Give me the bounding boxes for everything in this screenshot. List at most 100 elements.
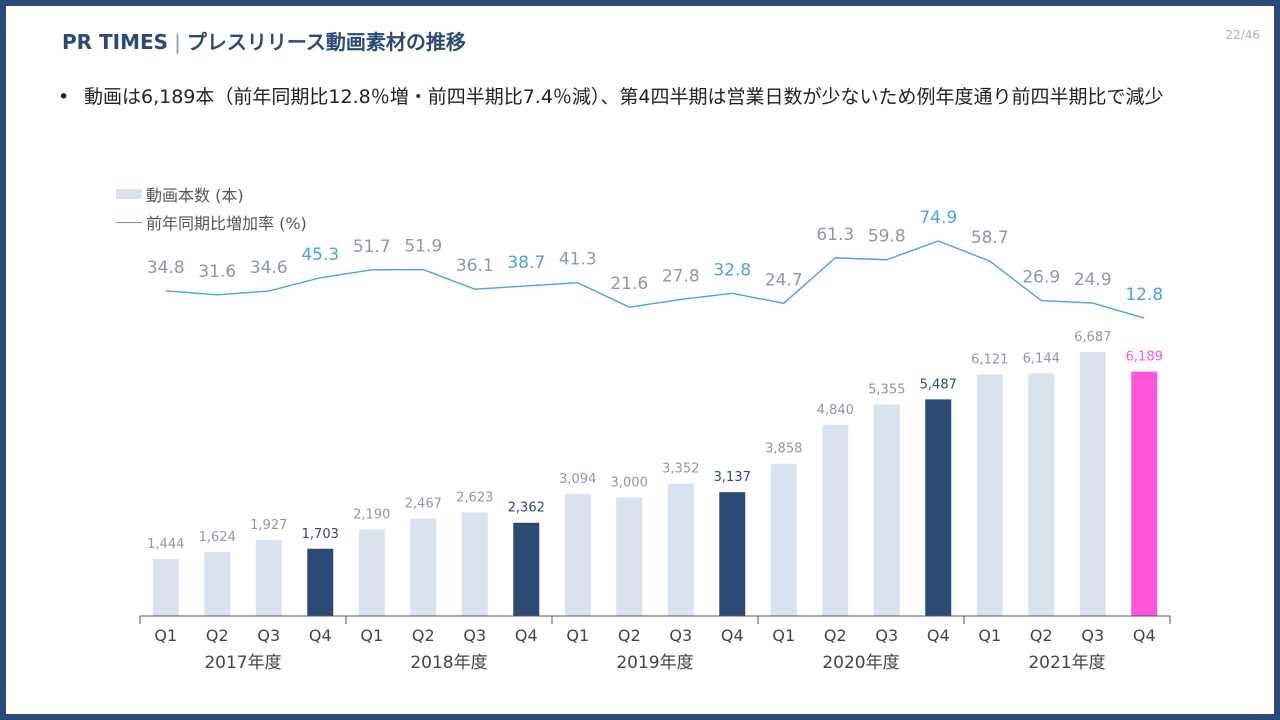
bullet-marker: •: [58, 86, 70, 108]
bar-value-label: 5,355: [868, 383, 905, 398]
x-tick-label: Q3: [463, 626, 486, 645]
growth-rate-line: [165, 240, 1145, 319]
rate-value-label: 41.3: [559, 250, 597, 270]
chart-legend: 動画本数 (本) 前年同期比増加率 (%): [116, 180, 307, 236]
rate-value-label: 38.7: [507, 253, 545, 273]
rate-value-label: 32.8: [713, 260, 751, 280]
bar-value-label: 3,000: [611, 476, 648, 491]
combo-chart: 1,444 1,624 1,927 1,703 2,190 2,467 2,623 2,362…: [139, 208, 1171, 673]
x-tick-label: Q4: [309, 626, 332, 645]
legend-line-label: 前年同期比増加率 (%): [146, 214, 307, 233]
rate-value-label: 21.6: [610, 274, 648, 294]
bar: [461, 512, 488, 616]
header-separator: |: [174, 30, 181, 54]
x-tick-label: Q2: [618, 626, 641, 645]
x-tick-label: Q1: [772, 626, 795, 645]
rate-value-label: 36.1: [456, 256, 494, 276]
bar-value-label: 1,444: [147, 537, 184, 552]
x-tick-label: Q2: [1030, 626, 1053, 645]
bar-value-label: 3,094: [559, 472, 596, 487]
brand-name: PR TIMES: [62, 30, 169, 54]
bar-value-label: 4,840: [817, 403, 854, 418]
bar: [976, 374, 1003, 616]
bar-value-label: 3,858: [765, 442, 802, 457]
x-tick-label: Q2: [412, 626, 435, 645]
x-tick-label: Q2: [206, 626, 229, 645]
x-tick-label: Q3: [257, 626, 280, 645]
legend-item-bars: 動画本数 (本): [116, 180, 307, 208]
x-tick-label: Q1: [360, 626, 383, 645]
bar-value-label: 6,121: [971, 352, 1008, 367]
legend-item-line: 前年同期比増加率 (%): [116, 208, 307, 236]
rate-value-label: 27.8: [662, 266, 700, 286]
x-tick-label: Q4: [927, 626, 950, 645]
rate-value-label: 12.8: [1125, 285, 1163, 305]
bar: [204, 551, 231, 616]
rate-value-label: 51.7: [353, 237, 391, 257]
bar: [358, 529, 385, 616]
x-group-label: 2017年度: [204, 653, 281, 673]
rate-value-label: 58.7: [971, 228, 1009, 248]
rate-value-label: 61.3: [816, 225, 854, 245]
rate-value-label: 45.3: [301, 245, 339, 265]
bar: [667, 483, 694, 616]
bar: [770, 463, 797, 616]
x-group-label: 2018年度: [410, 653, 487, 673]
bar-value-label: 2,623: [456, 490, 493, 505]
slide-title: プレスリリース動画素材の推移: [186, 30, 466, 54]
x-group-label: 2019年度: [616, 653, 693, 673]
bar-value-label: 2,362: [508, 501, 545, 516]
bar: [1028, 373, 1055, 616]
rate-value-label: 59.8: [868, 227, 906, 247]
rate-value-label: 74.9: [919, 208, 957, 228]
bar-value-label: 6,189: [1126, 350, 1163, 365]
legend-line-swatch: [116, 221, 142, 223]
bar: [822, 424, 849, 616]
x-tick-label: Q1: [566, 626, 589, 645]
bar: [873, 404, 900, 616]
bar: [616, 497, 643, 616]
rate-value-label: 51.9: [404, 237, 442, 257]
x-tick-label: Q2: [824, 626, 847, 645]
slide-header: PR TIMES | プレスリリース動画素材の推移: [62, 26, 466, 55]
bar-value-label: 1,624: [199, 530, 236, 545]
bar-value-label: 1,703: [302, 527, 339, 542]
bar: [1079, 352, 1106, 616]
bar: [255, 539, 282, 616]
rate-value-label: 24.9: [1074, 270, 1112, 290]
page-number: 22/46: [1225, 28, 1260, 42]
bar: [410, 518, 437, 616]
x-tick-label: Q4: [515, 626, 538, 645]
bar-value-label: 6,144: [1023, 351, 1060, 366]
rate-value-label: 31.6: [198, 262, 236, 282]
bar-value-label: 1,927: [250, 518, 287, 533]
bar: [564, 493, 591, 616]
bar: [719, 492, 746, 616]
rate-value-label: 24.7: [765, 270, 803, 290]
x-tick-label: Q1: [154, 626, 177, 645]
bar: [513, 522, 540, 616]
bar: [307, 548, 334, 616]
x-tick-label: Q4: [1133, 626, 1156, 645]
x-tick-label: Q4: [721, 626, 744, 645]
legend-bar-label: 動画本数 (本): [146, 186, 244, 205]
x-tick-label: Q1: [978, 626, 1001, 645]
bullet-text: 動画は6,189本（前年同期比12.8％増・前四半期比7.4％減）、第4四半期は…: [84, 86, 1164, 108]
x-group-label: 2020年度: [822, 653, 899, 673]
bar: [925, 399, 952, 616]
bar-value-label: 2,190: [353, 508, 390, 523]
x-tick-label: Q3: [1081, 626, 1104, 645]
bar-value-label: 3,352: [662, 462, 699, 477]
x-group-label: 2021年度: [1028, 653, 1105, 673]
bar-value-label: 3,137: [714, 470, 751, 485]
bar: [1131, 371, 1158, 616]
x-tick-label: Q3: [669, 626, 692, 645]
rate-value-label: 26.9: [1022, 268, 1060, 288]
bar: [152, 558, 179, 616]
bar-value-label: 6,687: [1074, 330, 1111, 345]
bar-value-label: 2,467: [405, 497, 442, 512]
rate-value-label: 34.8: [147, 258, 185, 278]
bar-value-label: 5,487: [920, 377, 957, 392]
rate-value-label: 34.6: [250, 258, 288, 278]
